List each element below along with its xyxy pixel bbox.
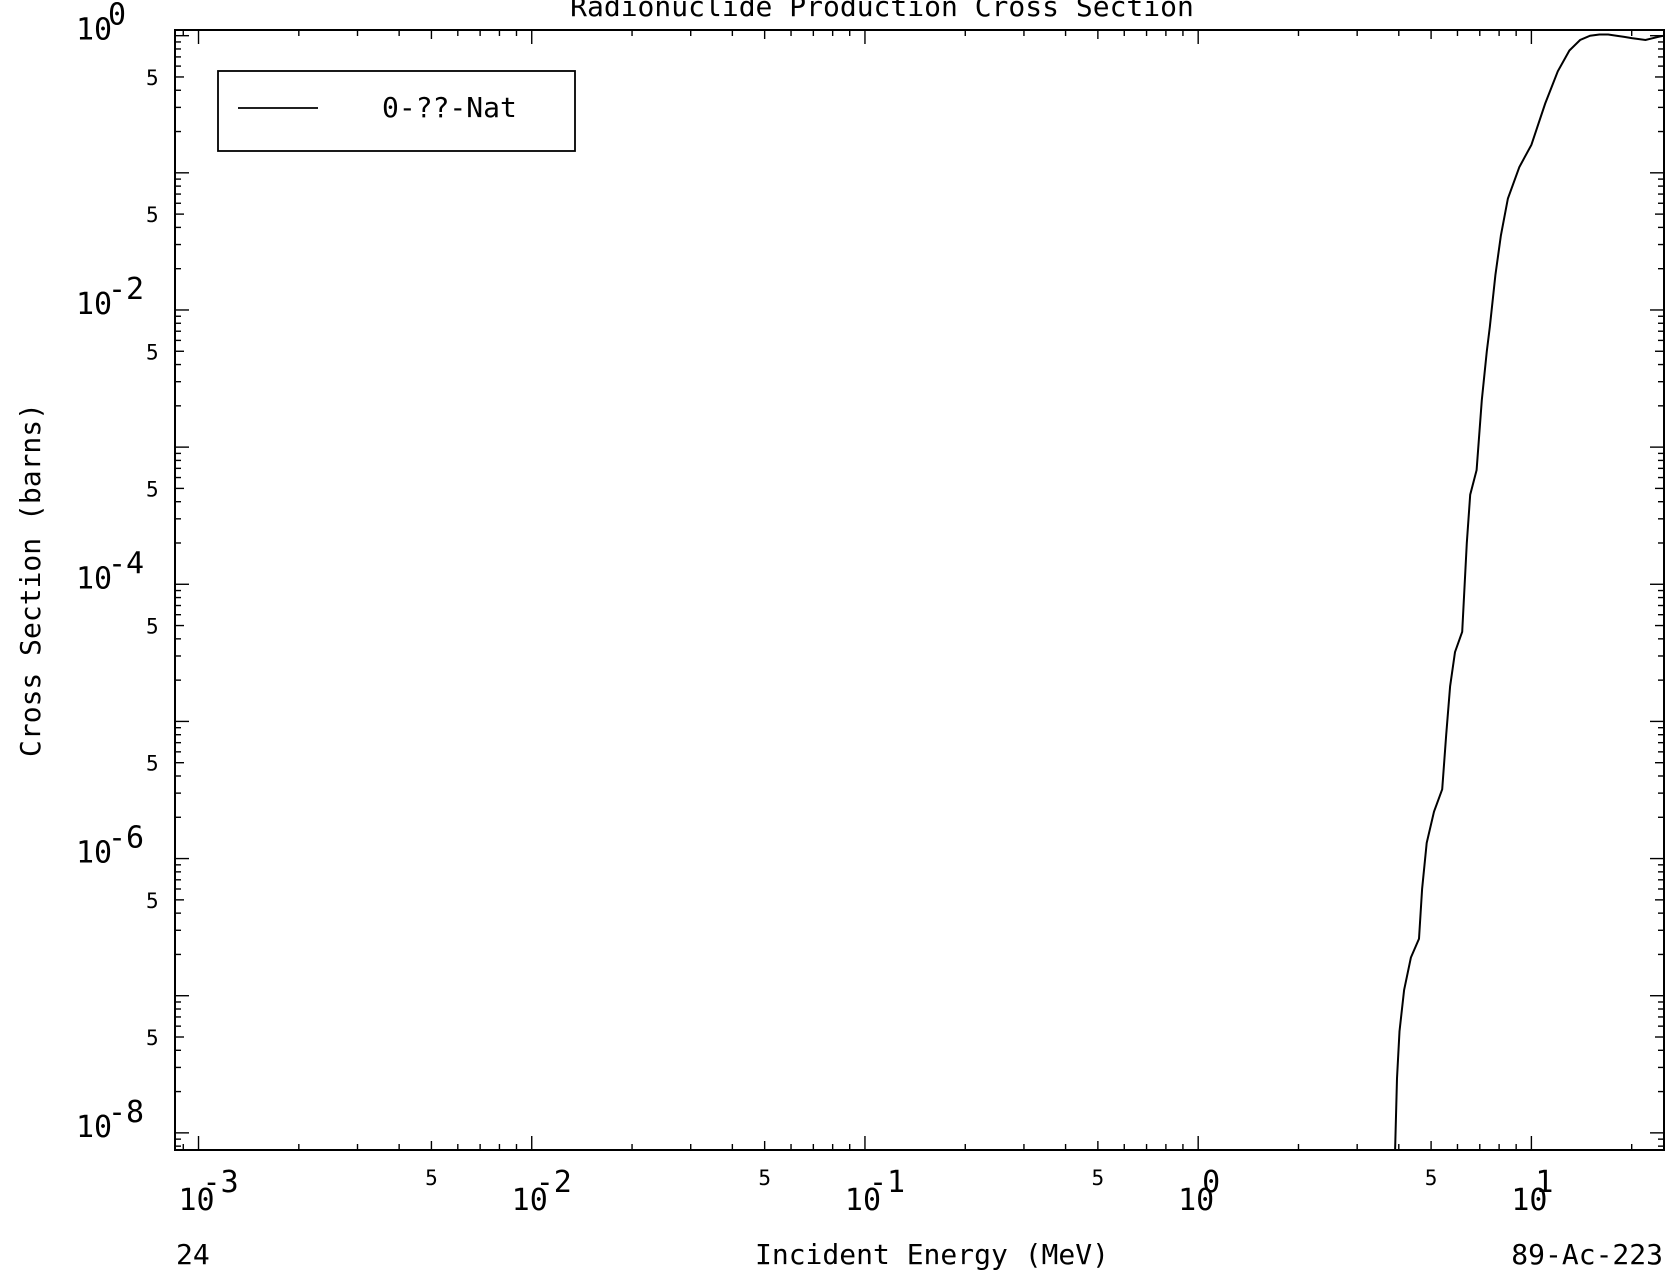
y-minor-tick-label: 5 — [146, 477, 159, 501]
axis-ticks — [175, 30, 1664, 1150]
y-minor-tick-label: 5 — [146, 615, 159, 639]
plot-frame — [174, 29, 1665, 1151]
x-minor-tick-label: 5 — [1092, 1166, 1105, 1190]
svg-text:10: 10 — [76, 836, 112, 871]
y-minor-tick-label: 5 — [146, 889, 159, 913]
x-major-tick-label: 10-1 — [845, 1165, 905, 1218]
x-minor-tick-label: 5 — [1425, 1166, 1438, 1190]
svg-text:-2: -2 — [108, 272, 144, 307]
x-axis-label: Incident Energy (MeV) — [755, 1238, 1109, 1271]
y-major-tick-label: 100 — [76, 0, 126, 48]
y-major-tick-label: 10-6 — [76, 821, 144, 871]
footer-left-note: 24 — [176, 1238, 210, 1271]
y-minor-tick-label: 5 — [146, 752, 159, 776]
svg-text:-4: -4 — [108, 546, 144, 581]
x-major-tick-label: 10-2 — [512, 1165, 572, 1218]
legend-entry-label: 0-??-Nat — [382, 91, 517, 124]
y-axis-label: Cross Section (barns) — [14, 403, 47, 757]
y-major-tick-label: 10-8 — [76, 1095, 144, 1145]
series-layer — [1394, 33, 1665, 1151]
x-major-tick-label: 101 — [1511, 1165, 1553, 1218]
y-minor-tick-label: 5 — [146, 66, 159, 90]
series-line-0 — [1394, 33, 1665, 1151]
chart-title: Radionuclide Production Cross Section — [570, 0, 1194, 23]
svg-text:10: 10 — [178, 1183, 214, 1218]
x-minor-tick-label: 5 — [758, 1166, 771, 1190]
svg-text:0: 0 — [1202, 1165, 1220, 1200]
y-minor-tick-label: 5 — [146, 203, 159, 227]
svg-text:10: 10 — [76, 287, 112, 322]
footer-right-note: 89-Ac-223 — [1511, 1238, 1663, 1271]
svg-text:-6: -6 — [108, 821, 144, 856]
svg-text:10: 10 — [76, 1110, 112, 1145]
svg-text:10: 10 — [1178, 1183, 1214, 1218]
y-minor-tick-label: 5 — [146, 340, 159, 364]
svg-text:10: 10 — [76, 561, 112, 596]
y-major-tick-label: 10-4 — [76, 546, 144, 596]
svg-text:-3: -3 — [203, 1165, 239, 1200]
svg-text:10: 10 — [1511, 1183, 1547, 1218]
svg-text:-1: -1 — [869, 1165, 905, 1200]
y-minor-tick-label: 5 — [146, 1026, 159, 1050]
x-minor-tick-label: 5 — [425, 1166, 438, 1190]
y-major-tick-label: 10-2 — [76, 272, 144, 322]
svg-text:1: 1 — [1535, 1165, 1553, 1200]
svg-text:-2: -2 — [536, 1165, 572, 1200]
x-major-tick-label: 100 — [1178, 1165, 1220, 1218]
svg-text:10: 10 — [76, 13, 112, 48]
legend-box — [217, 70, 576, 152]
svg-text:10: 10 — [512, 1183, 548, 1218]
x-major-tick-label: 10-3 — [178, 1165, 238, 1218]
svg-text:0: 0 — [108, 0, 126, 33]
svg-text:10: 10 — [845, 1183, 881, 1218]
svg-text:-8: -8 — [108, 1095, 144, 1130]
legend: 0-??-Nat — [217, 70, 576, 152]
